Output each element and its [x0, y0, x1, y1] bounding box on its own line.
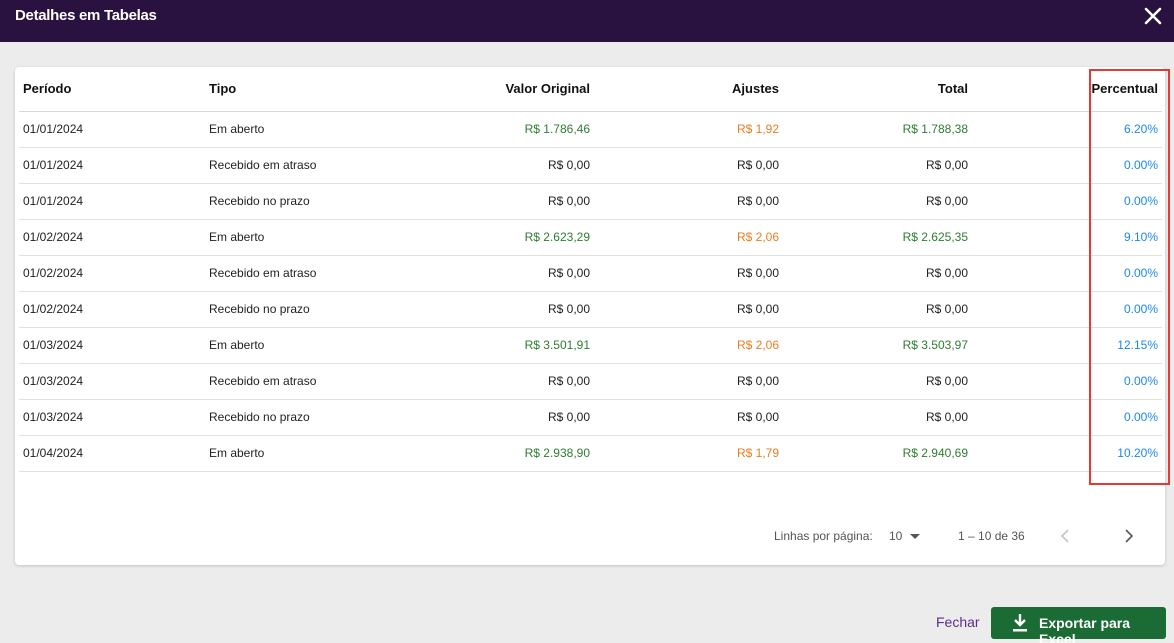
cell-periodo: 01/03/2024	[19, 399, 209, 436]
col-header-periodo[interactable]: Período	[19, 67, 209, 112]
cell-percentual: 0.00%	[968, 147, 1162, 184]
table-row[interactable]: 01/01/2024 Em aberto R$ 1.786,46 R$ 1,92 R$ …	[19, 111, 1162, 148]
col-header-valor-original[interactable]: Valor Original	[409, 67, 590, 112]
cell-periodo: 01/02/2024	[19, 255, 209, 292]
cell-total: R$ 0,00	[779, 399, 968, 436]
cell-percentual: 0.00%	[968, 291, 1162, 328]
col-header-tipo[interactable]: Tipo	[209, 67, 409, 112]
dialog-title: Detalhes em Tabelas	[15, 7, 157, 24]
rows-per-page-value: 10	[889, 529, 903, 543]
details-table: Período Tipo Valor Original Ajustes Tota…	[19, 67, 1162, 472]
col-header-total[interactable]: Total	[779, 67, 968, 112]
cell-percentual: 0.00%	[968, 183, 1162, 220]
cell-tipo: Em aberto	[209, 111, 409, 148]
col-header-percentual[interactable]: Percentual	[968, 67, 1162, 112]
cell-tipo: Em aberto	[209, 435, 409, 472]
cell-percentual: 0.00%	[968, 363, 1162, 400]
cell-percentual: 9.10%	[968, 219, 1162, 256]
cell-periodo: 01/03/2024	[19, 327, 209, 364]
cell-total: R$ 0,00	[779, 147, 968, 184]
cell-percentual: 6.20%	[968, 111, 1162, 148]
cell-tipo: Em aberto	[209, 327, 409, 364]
download-icon	[1013, 614, 1027, 632]
cell-ajustes: R$ 0,00	[590, 255, 779, 292]
cell-valor-original: R$ 0,00	[409, 399, 590, 436]
cell-periodo: 01/01/2024	[19, 111, 209, 148]
table-row[interactable]: 01/02/2024 Recebido no prazo R$ 0,00 R$ 0,0…	[19, 291, 1162, 328]
cell-ajustes: R$ 1,79	[590, 435, 779, 472]
rows-per-page-select[interactable]: 10	[889, 529, 921, 543]
cell-total: R$ 0,00	[779, 291, 968, 328]
cell-valor-original: R$ 0,00	[409, 147, 590, 184]
cell-ajustes: R$ 2,06	[590, 219, 779, 256]
cell-ajustes: R$ 0,00	[590, 147, 779, 184]
cell-tipo: Recebido no prazo	[209, 183, 409, 220]
cell-tipo: Recebido em atraso	[209, 255, 409, 292]
close-icon[interactable]	[1142, 5, 1164, 27]
cell-periodo: 01/02/2024	[19, 219, 209, 256]
table-row[interactable]: 01/04/2024 Em aberto R$ 2.938,90 R$ 1,79 R$ …	[19, 435, 1162, 472]
caret-down-icon	[910, 534, 921, 540]
details-card: Período Tipo Valor Original Ajustes Tota…	[15, 67, 1165, 565]
table-row[interactable]: 01/01/2024 Recebido em atraso R$ 0,00 R$ 0,…	[19, 147, 1162, 184]
table-row[interactable]: 01/03/2024 Recebido em atraso R$ 0,00 R$ 0,…	[19, 363, 1162, 400]
cell-tipo: Recebido no prazo	[209, 399, 409, 436]
cell-ajustes: R$ 0,00	[590, 291, 779, 328]
cell-valor-original: R$ 3.501,91	[409, 327, 590, 364]
cell-valor-original: R$ 0,00	[409, 291, 590, 328]
cell-valor-original: R$ 0,00	[409, 183, 590, 220]
table-row[interactable]: 01/03/2024 Em aberto R$ 3.501,91 R$ 2,06 R$ …	[19, 327, 1162, 364]
cell-tipo: Recebido em atraso	[209, 147, 409, 184]
table-row[interactable]: 01/01/2024 Recebido no prazo R$ 0,00 R$ 0,0…	[19, 183, 1162, 220]
cell-total: R$ 1.788,38	[779, 111, 968, 148]
cell-periodo: 01/01/2024	[19, 183, 209, 220]
cell-percentual: 0.00%	[968, 399, 1162, 436]
cell-ajustes: R$ 2,06	[590, 327, 779, 364]
col-header-ajustes[interactable]: Ajustes	[590, 67, 779, 112]
cell-percentual: 12.15%	[968, 327, 1162, 364]
cell-percentual: 10.20%	[968, 435, 1162, 472]
cell-periodo: 01/01/2024	[19, 147, 209, 184]
cell-total: R$ 3.503,97	[779, 327, 968, 364]
cell-percentual: 0.00%	[968, 255, 1162, 292]
cell-ajustes: R$ 0,00	[590, 183, 779, 220]
cell-periodo: 01/04/2024	[19, 435, 209, 472]
chevron-left-icon[interactable]	[1057, 526, 1073, 546]
cell-valor-original: R$ 0,00	[409, 363, 590, 400]
pagination: Linhas por página: 10 1 – 10 de 36	[15, 526, 1165, 546]
dialog-titlebar: Detalhes em Tabelas	[0, 0, 1174, 42]
cell-ajustes: R$ 1,92	[590, 111, 779, 148]
cell-periodo: 01/02/2024	[19, 291, 209, 328]
export-excel-label: Exportar para Excel	[1039, 615, 1131, 643]
cell-periodo: 01/03/2024	[19, 363, 209, 400]
table-row[interactable]: 01/02/2024 Em aberto R$ 2.623,29 R$ 2,06 R$ …	[19, 219, 1162, 256]
cell-tipo: Recebido no prazo	[209, 291, 409, 328]
cell-valor-original: R$ 1.786,46	[409, 111, 590, 148]
cell-valor-original: R$ 0,00	[409, 255, 590, 292]
table-row[interactable]: 01/02/2024 Recebido em atraso R$ 0,00 R$ 0,…	[19, 255, 1162, 292]
cell-total: R$ 0,00	[779, 255, 968, 292]
cell-ajustes: R$ 0,00	[590, 363, 779, 400]
cell-valor-original: R$ 2.623,29	[409, 219, 590, 256]
cell-ajustes: R$ 0,00	[590, 399, 779, 436]
cell-valor-original: R$ 2.938,90	[409, 435, 590, 472]
table-header-row: Período Tipo Valor Original Ajustes Tota…	[19, 67, 1162, 112]
export-excel-button[interactable]: Exportar para Excel	[991, 607, 1166, 643]
cell-total: R$ 0,00	[779, 363, 968, 400]
cell-tipo: Recebido em atraso	[209, 363, 409, 400]
cell-tipo: Em aberto	[209, 219, 409, 256]
pagination-range: 1 – 10 de 36	[958, 529, 1025, 543]
close-button[interactable]: Fechar	[936, 614, 980, 630]
table-row[interactable]: 01/03/2024 Recebido no prazo R$ 0,00 R$ 0,0…	[19, 399, 1162, 436]
rows-per-page-label: Linhas por página:	[774, 529, 873, 543]
cell-total: R$ 2.940,69	[779, 435, 968, 472]
cell-total: R$ 0,00	[779, 183, 968, 220]
cell-total: R$ 2.625,35	[779, 219, 968, 256]
chevron-right-icon[interactable]	[1121, 526, 1137, 546]
